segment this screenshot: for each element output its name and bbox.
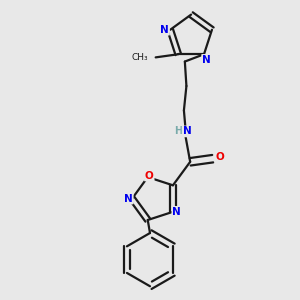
Text: O: O — [215, 152, 224, 162]
Text: N: N — [172, 207, 181, 217]
Text: N: N — [202, 55, 211, 65]
Text: H: H — [175, 126, 183, 136]
Text: O: O — [145, 170, 154, 181]
Text: N: N — [160, 25, 169, 35]
Text: N: N — [183, 126, 191, 136]
Text: CH₃: CH₃ — [131, 53, 148, 62]
Text: N: N — [124, 194, 133, 204]
